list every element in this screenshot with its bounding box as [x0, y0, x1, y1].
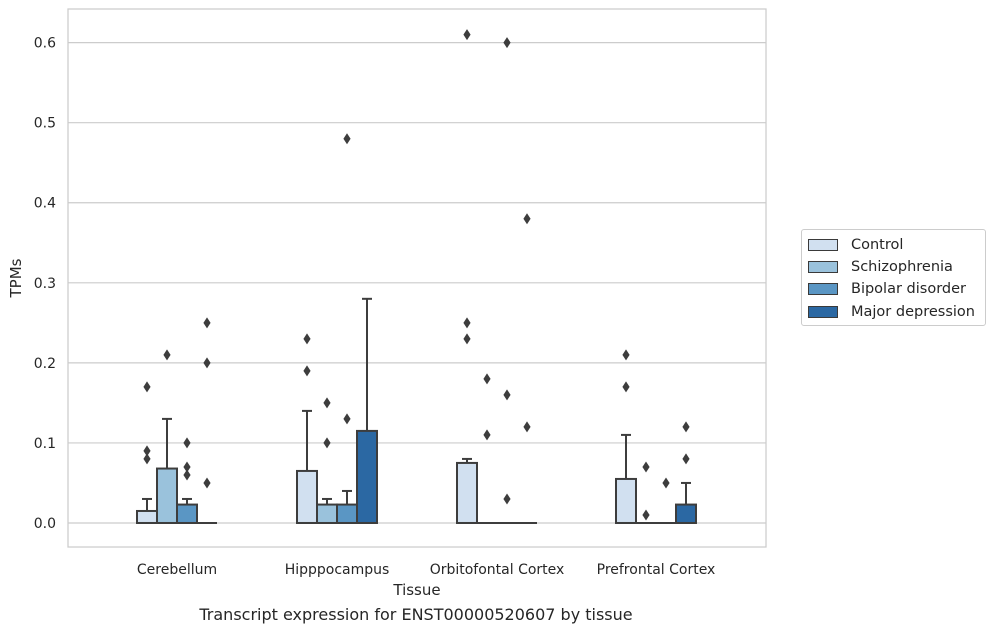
- outlier-point: [642, 509, 650, 521]
- box-plot: [136, 381, 158, 524]
- figure-caption: Transcript expression for ENST0000052060…: [199, 605, 633, 624]
- x-tick-label: Orbitofontal Cortex: [430, 562, 565, 578]
- legend-swatch-major-depression: [808, 306, 838, 318]
- legend-swatch-bipolar-disorder: [808, 283, 838, 295]
- legend-item-major-depression: Major depression: [808, 302, 975, 322]
- legend-label-control: Control: [851, 237, 904, 253]
- outlier-point: [343, 133, 351, 145]
- outlier-point: [323, 437, 331, 449]
- outlier-point: [503, 493, 511, 505]
- outlier-point: [203, 357, 211, 369]
- outlier-point: [503, 37, 511, 49]
- box-plot: [517, 213, 537, 524]
- y-tick-label: 0.2: [34, 356, 56, 372]
- outlier-point: [163, 349, 171, 361]
- box: [296, 469, 318, 524]
- box: [675, 503, 697, 524]
- x-tick-label: Cerebellum: [137, 562, 217, 578]
- y-tick-label: 0.0: [34, 516, 56, 532]
- box-plot: [497, 37, 517, 524]
- y-tick-labels: 0.0 0.1 0.2 0.3 0.4 0.5 0.6: [34, 36, 56, 532]
- legend-item-bipolar-disorder: Bipolar disorder: [808, 279, 966, 299]
- outlier-point: [682, 453, 690, 465]
- box: [136, 509, 158, 524]
- outlier-point: [662, 477, 670, 489]
- y-axis-label: TPMs: [7, 258, 25, 298]
- box-plot: [197, 317, 217, 524]
- legend-swatch-schizophrenia: [808, 261, 838, 273]
- outlier-point: [523, 421, 531, 433]
- box: [336, 503, 358, 524]
- box: [615, 477, 637, 524]
- outlier-point: [642, 461, 650, 473]
- outlier-point: [483, 429, 491, 441]
- outlier-point: [203, 477, 211, 489]
- legend: Control Schizophrenia Bipolar disorder M…: [801, 229, 986, 326]
- outlier-point: [183, 469, 191, 481]
- legend-label-schizophrenia: Schizophrenia: [851, 259, 953, 275]
- x-tick-label: Prefrontal Cortex: [597, 562, 716, 578]
- y-tick-label: 0.4: [34, 196, 56, 212]
- box: [316, 503, 338, 524]
- outlier-point: [622, 381, 630, 393]
- y-tick-label: 0.5: [34, 116, 56, 132]
- outlier-point: [143, 445, 151, 457]
- legend-label-bipolar-disorder: Bipolar disorder: [851, 281, 966, 297]
- outlier-point: [183, 437, 191, 449]
- box-plot: [675, 421, 697, 524]
- outlier-point: [323, 397, 331, 409]
- x-axis-label: Tissue: [392, 581, 440, 599]
- box-groups: [136, 29, 697, 524]
- outlier-point: [483, 373, 491, 385]
- legend-label-major-depression: Major depression: [851, 304, 975, 320]
- outlier-point: [143, 453, 151, 465]
- grid-lines: [68, 42, 766, 524]
- box: [456, 461, 478, 524]
- box-plot: [356, 297, 378, 524]
- box: [356, 429, 378, 524]
- box-plot: [477, 373, 497, 524]
- box-plot: [296, 333, 318, 524]
- y-tick-label: 0.6: [34, 36, 56, 52]
- box-plot: [656, 477, 676, 524]
- y-tick-label: 0.3: [34, 276, 56, 292]
- box-plot: [636, 461, 656, 524]
- outlier-point: [303, 333, 311, 345]
- box: [156, 467, 178, 524]
- outlier-point: [682, 421, 690, 433]
- box-plot: [156, 349, 178, 524]
- legend-swatch-control: [808, 239, 838, 251]
- outlier-point: [523, 213, 531, 225]
- plot-frame: [67, 8, 767, 548]
- box-plot: [336, 133, 358, 524]
- outlier-point: [203, 317, 211, 329]
- outlier-point: [303, 365, 311, 377]
- outlier-point: [143, 381, 151, 393]
- legend-item-control: Control: [808, 235, 903, 255]
- box-plot: [176, 437, 198, 524]
- box: [176, 503, 198, 524]
- legend-item-schizophrenia: Schizophrenia: [808, 257, 953, 277]
- outlier-point: [463, 333, 471, 345]
- box-plot: [615, 349, 637, 524]
- x-tick-labels: Cerebellum Hipppocampus Orbitofontal Corte…: [137, 562, 715, 578]
- y-tick-label: 0.1: [34, 436, 56, 452]
- outlier-point: [183, 461, 191, 473]
- outlier-point: [343, 413, 351, 425]
- outlier-point: [463, 317, 471, 329]
- outlier-point: [622, 349, 630, 361]
- outlier-point: [463, 29, 471, 41]
- outlier-point: [503, 389, 511, 401]
- box-plot: [316, 397, 338, 524]
- x-tick-label: Hipppocampus: [285, 562, 390, 578]
- box-plot: [456, 29, 478, 524]
